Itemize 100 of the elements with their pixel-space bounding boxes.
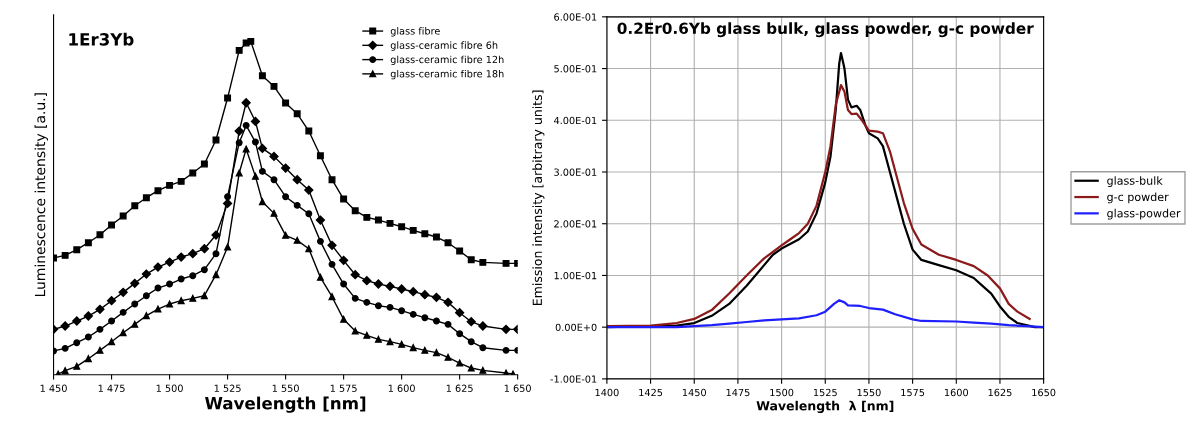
legend-label: glass-ceramic fibre 6h — [390, 41, 498, 51]
point — [235, 169, 243, 177]
point — [224, 94, 232, 102]
point — [282, 231, 290, 239]
point — [305, 127, 313, 135]
x-tick-label: 1 450 — [40, 384, 67, 392]
point — [234, 126, 244, 136]
point — [444, 353, 452, 361]
x-tick-label: 1650 — [1032, 388, 1056, 397]
point — [224, 193, 232, 201]
point — [166, 181, 174, 189]
x-tick-label: 1 525 — [214, 384, 241, 392]
y-axis-title: Emission intensity [arbitrary units] — [532, 90, 545, 305]
point — [362, 276, 372, 286]
point — [154, 187, 162, 195]
point — [502, 259, 510, 267]
point — [188, 249, 198, 259]
point — [479, 258, 487, 266]
point — [60, 321, 70, 331]
point — [235, 46, 243, 54]
point — [200, 160, 208, 168]
point — [177, 177, 185, 185]
point — [119, 212, 127, 220]
point — [247, 37, 255, 45]
point — [224, 243, 232, 251]
point — [467, 256, 475, 264]
point — [250, 116, 261, 127]
y-tick-label: 6.00E-01 — [554, 13, 597, 21]
point — [363, 298, 371, 306]
point — [502, 346, 510, 354]
y-axis-title: Luminescence intensity [a.u.] — [34, 93, 48, 297]
point — [61, 344, 69, 352]
point — [258, 167, 266, 175]
point — [106, 296, 117, 306]
point — [398, 307, 406, 315]
point — [108, 317, 116, 325]
point — [374, 216, 382, 224]
point — [176, 252, 186, 262]
point — [409, 226, 417, 234]
point — [200, 266, 208, 274]
x-tick-label: 1 625 — [446, 384, 473, 392]
point — [351, 294, 359, 302]
point — [142, 292, 150, 300]
legend-label: glass-ceramic fibre 12h — [390, 55, 504, 66]
line-series — [606, 299, 1044, 329]
point — [421, 346, 429, 354]
point — [164, 257, 175, 267]
point — [242, 145, 250, 153]
point — [478, 321, 488, 331]
point — [327, 240, 337, 250]
x-axis-title: Wavelength λ [nm] — [756, 400, 894, 413]
point — [431, 292, 442, 302]
point — [386, 338, 394, 346]
point — [242, 121, 250, 129]
point — [131, 202, 139, 210]
x-tick-label: 1450 — [682, 388, 706, 397]
point — [351, 327, 359, 335]
x-tick-label: 1 575 — [330, 384, 357, 392]
point — [398, 340, 406, 348]
point — [73, 339, 81, 347]
x-tick-label: 1400 — [595, 388, 619, 397]
point — [385, 281, 395, 291]
point — [386, 219, 394, 227]
point — [351, 207, 359, 215]
legend-label: glass fibre — [390, 27, 440, 37]
point — [328, 293, 336, 301]
annotation: 1Er3Yb — [69, 32, 134, 46]
point — [455, 308, 465, 318]
point — [443, 297, 453, 307]
point — [241, 98, 251, 108]
point — [363, 213, 371, 221]
point — [258, 198, 266, 206]
x-tick-label: 1600 — [944, 388, 969, 397]
point — [340, 315, 348, 323]
point — [270, 209, 278, 217]
point — [96, 231, 104, 239]
point — [408, 287, 418, 297]
point — [258, 72, 266, 80]
point — [130, 278, 140, 288]
point — [501, 324, 511, 334]
point — [200, 292, 208, 300]
point — [340, 280, 348, 288]
y-tick-label: 0.00E+0 — [555, 323, 597, 332]
point — [166, 280, 174, 288]
point — [142, 194, 150, 202]
point — [84, 239, 92, 247]
point — [466, 317, 476, 327]
x-tick-label: 1 475 — [98, 384, 125, 392]
point — [177, 275, 185, 283]
point — [432, 233, 440, 241]
point — [154, 305, 162, 313]
point — [119, 308, 127, 316]
point — [257, 143, 268, 154]
x-axis-title: Wavelength [nm] — [205, 396, 366, 413]
point — [189, 169, 197, 177]
x-tick-label: 1 600 — [388, 384, 415, 392]
x-tick-label: 1 550 — [272, 384, 299, 392]
point — [479, 366, 487, 374]
x-tick-label: 1625 — [988, 388, 1012, 397]
point — [409, 310, 417, 318]
